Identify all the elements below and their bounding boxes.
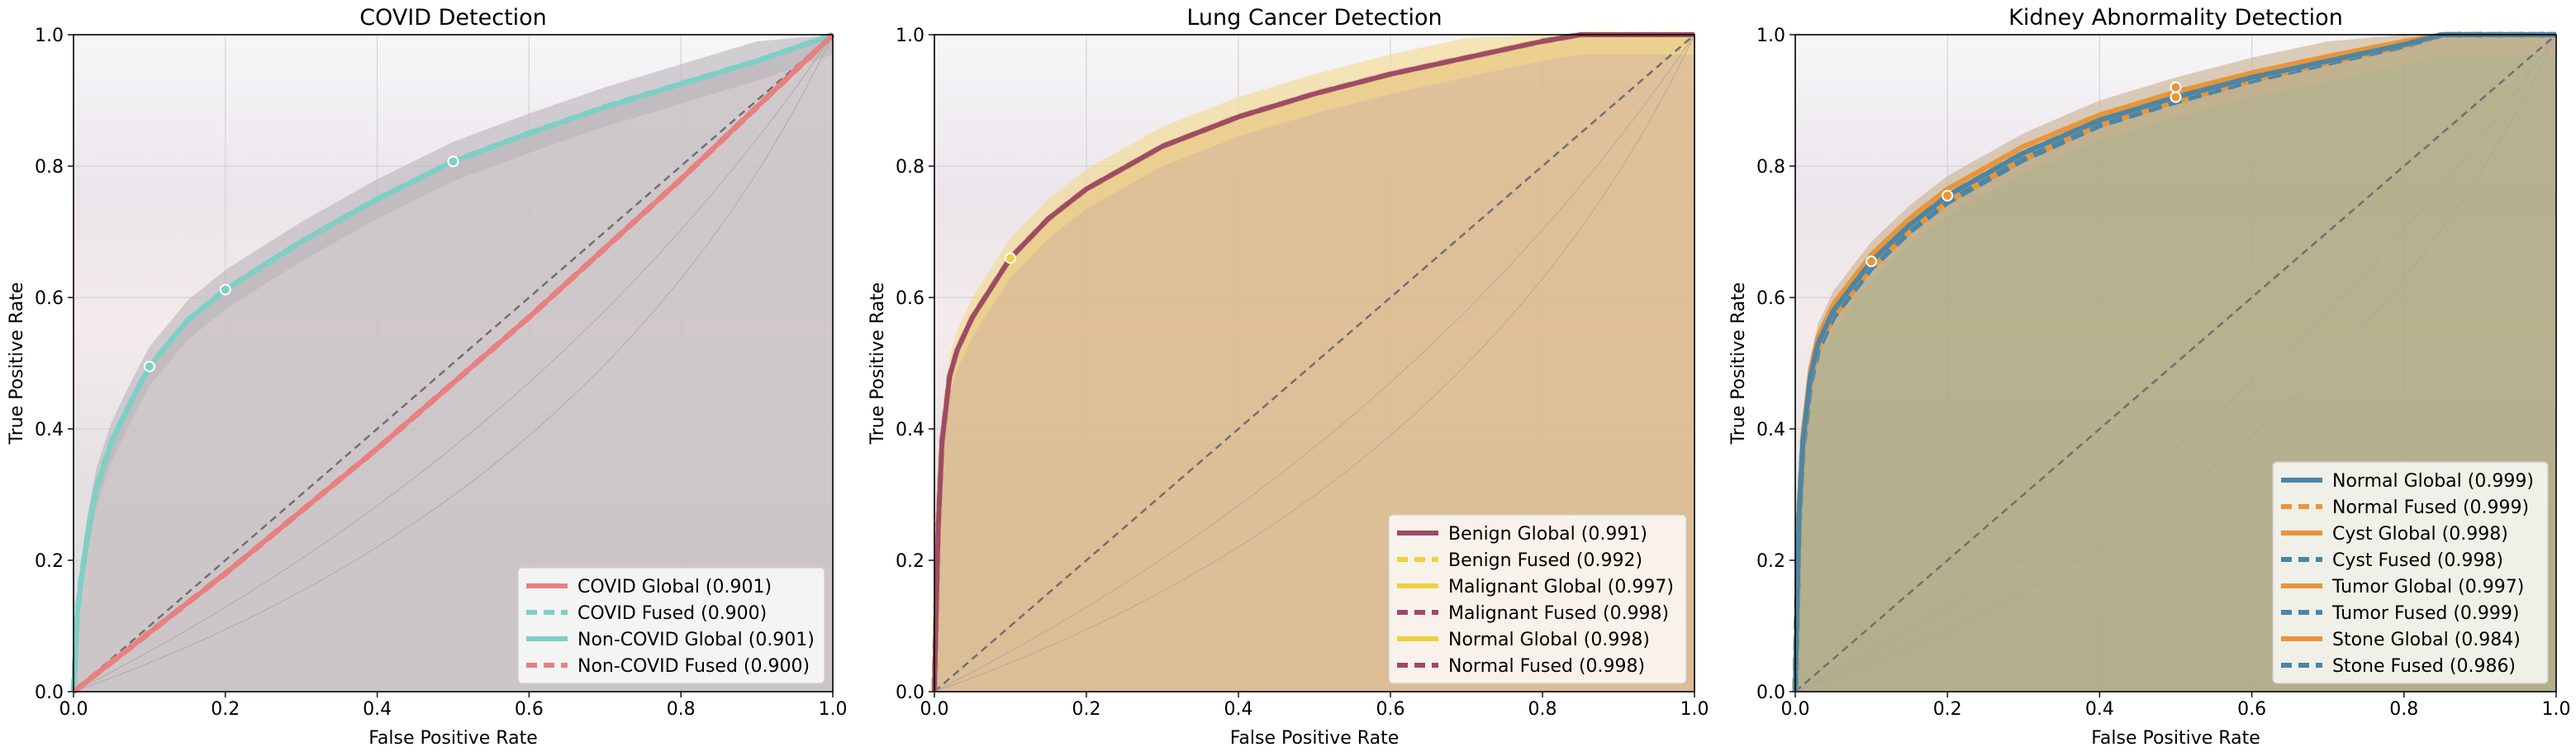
legend-entry: Tumor Fused (0.999)	[2331, 603, 2519, 624]
y-tick-label: 0.8	[896, 157, 924, 178]
iso-curve	[934, 34, 1695, 693]
x-tick-label: 0.6	[1376, 699, 1405, 720]
x-tick-label: 0.6	[2237, 699, 2266, 720]
operating-point-marker	[447, 155, 459, 168]
operating-point-marker	[1942, 189, 1954, 202]
plot-frame	[934, 34, 1695, 693]
x-tick-label: 0.8	[1528, 699, 1557, 720]
plot-frame	[73, 34, 834, 693]
y-tick-label: 0.2	[35, 551, 64, 572]
x-tick-label: 0.0	[59, 699, 88, 720]
chart-panel-2: 0.0 0.2 0.4 0.6 0.8 1.0 0.0 0.2 0.4 0.6 0.8 1.0 Kidn…	[1728, 5, 2571, 749]
iso-curve	[1794, 34, 2557, 693]
legend: Benign Global (0.991) Benign Fused (0.992…	[1388, 514, 1687, 684]
operating-point-marker	[219, 283, 231, 296]
legend-box	[1388, 514, 1687, 684]
chart-title: Lung Cancer Detection	[1186, 5, 1442, 31]
x-tick-label: 1.0	[1680, 699, 1709, 720]
legend-entry: COVID Fused (0.900)	[577, 603, 767, 624]
legend-box	[2272, 461, 2549, 684]
x-tick-label: 0.2	[1933, 699, 1962, 720]
y-tick-label: 0.4	[896, 420, 924, 440]
plot-frame	[1794, 34, 2557, 693]
x-tick-label: 0.6	[515, 699, 544, 720]
y-tick-label: 0.6	[35, 288, 64, 309]
operating-point-marker	[2170, 91, 2182, 103]
x-tick-label: 1.0	[819, 699, 848, 720]
y-tick-label: 0.0	[1756, 683, 1785, 703]
legend-entry: Benign Global (0.991)	[1448, 524, 1647, 545]
y-tick-label: 0.4	[1756, 420, 1785, 440]
legend-entry: Cyst Global (0.998)	[2332, 524, 2508, 545]
iso-curve	[934, 34, 1695, 693]
legend-entry: Stone Fused (0.986)	[2332, 656, 2516, 677]
x-tick-label: 0.0	[1781, 699, 1810, 720]
roc-curve-1	[70, 31, 834, 693]
y-tick-label: 0.8	[1756, 157, 1785, 178]
y-tick-label: 1.0	[1756, 26, 1785, 46]
legend-entry: Malignant Global (0.997)	[1448, 577, 1674, 597]
legend-entry: Malignant Fused (0.998)	[1448, 603, 1669, 624]
legend-entry: Non-COVID Global (0.901)	[577, 630, 815, 650]
y-tick-label: 0.0	[35, 683, 64, 703]
y-tick-label: 0.0	[896, 683, 924, 703]
operating-point-marker	[143, 360, 155, 373]
chart-title: Kidney Abnormality Detection	[2008, 5, 2343, 31]
x-tick-label: 0.8	[2389, 699, 2418, 720]
x-axis-label: False Positive Rate	[368, 728, 537, 749]
operating-point-marker	[2170, 81, 2182, 93]
chart-panel-0: 0.0 0.2 0.4 0.6 0.8 1.0 0.0 0.2 0.4 0.6 0.8 1.0 COVI…	[7, 5, 848, 749]
iso-curve	[1794, 34, 2557, 693]
roc-curve-0	[72, 32, 835, 694]
x-tick-label: 1.0	[2542, 699, 2571, 720]
x-tick-label: 0.4	[363, 699, 392, 720]
x-axis-label: False Positive Rate	[2091, 728, 2260, 749]
y-tick-label: 0.2	[1756, 551, 1785, 572]
x-tick-label: 0.2	[1072, 699, 1101, 720]
legend-entry: COVID Global (0.901)	[577, 577, 772, 597]
legend-entry: Tumor Global (0.997)	[2331, 577, 2524, 597]
y-tick-label: 0.6	[896, 288, 924, 309]
legend-entry: Non-COVID Fused (0.900)	[577, 656, 810, 677]
legend-entry: Benign Fused (0.992)	[1448, 550, 1642, 571]
operating-point-marker	[1005, 252, 1016, 264]
x-tick-label: 0.2	[211, 699, 240, 720]
x-tick-label: 0.8	[667, 699, 696, 720]
y-tick-label: 1.0	[35, 26, 64, 46]
legend-entry: Cyst Fused (0.998)	[2332, 550, 2503, 571]
legend: Normal Global (0.999) Normal Fused (0.999…	[2272, 461, 2549, 684]
y-tick-label: 0.8	[35, 157, 64, 178]
chance-diagonal	[73, 34, 834, 693]
operating-point-marker	[1865, 255, 1878, 268]
iso-curve	[73, 34, 834, 693]
x-tick-label: 0.0	[920, 699, 949, 720]
y-tick-label: 0.4	[35, 420, 64, 440]
legend-entry: Normal Global (0.998)	[1448, 630, 1650, 650]
y-axis-label: True Positive Rate	[867, 283, 888, 445]
chart-panel-1: 0.0 0.2 0.4 0.6 0.8 1.0 0.0 0.2 0.4 0.6 0.8 1.0 Lung…	[867, 5, 1709, 749]
chart-title: COVID Detection	[359, 5, 547, 31]
x-axis-label: False Positive Rate	[1230, 728, 1399, 749]
legend-entry: Stone Global (0.984)	[2332, 630, 2521, 650]
legend-entry: Normal Fused (0.999)	[2332, 497, 2529, 518]
chance-diagonal	[1794, 34, 2557, 693]
y-tick-label: 0.6	[1756, 288, 1785, 309]
legend-box	[517, 567, 825, 684]
chance-diagonal	[934, 34, 1695, 693]
x-tick-label: 0.4	[1224, 699, 1253, 720]
legend-entry: Normal Fused (0.998)	[1448, 656, 1645, 677]
legend-entry: Normal Global (0.999)	[2332, 471, 2534, 492]
roc-curve-0	[932, 32, 1694, 693]
y-axis-label: True Positive Rate	[1728, 283, 1749, 445]
x-tick-label: 0.4	[2085, 699, 2114, 720]
y-axis-label: True Positive Rate	[7, 283, 27, 445]
y-tick-label: 0.2	[896, 551, 924, 572]
iso-curve	[73, 34, 834, 693]
y-tick-label: 1.0	[896, 26, 924, 46]
legend: COVID Global (0.901) COVID Fused (0.900) N…	[517, 567, 825, 684]
